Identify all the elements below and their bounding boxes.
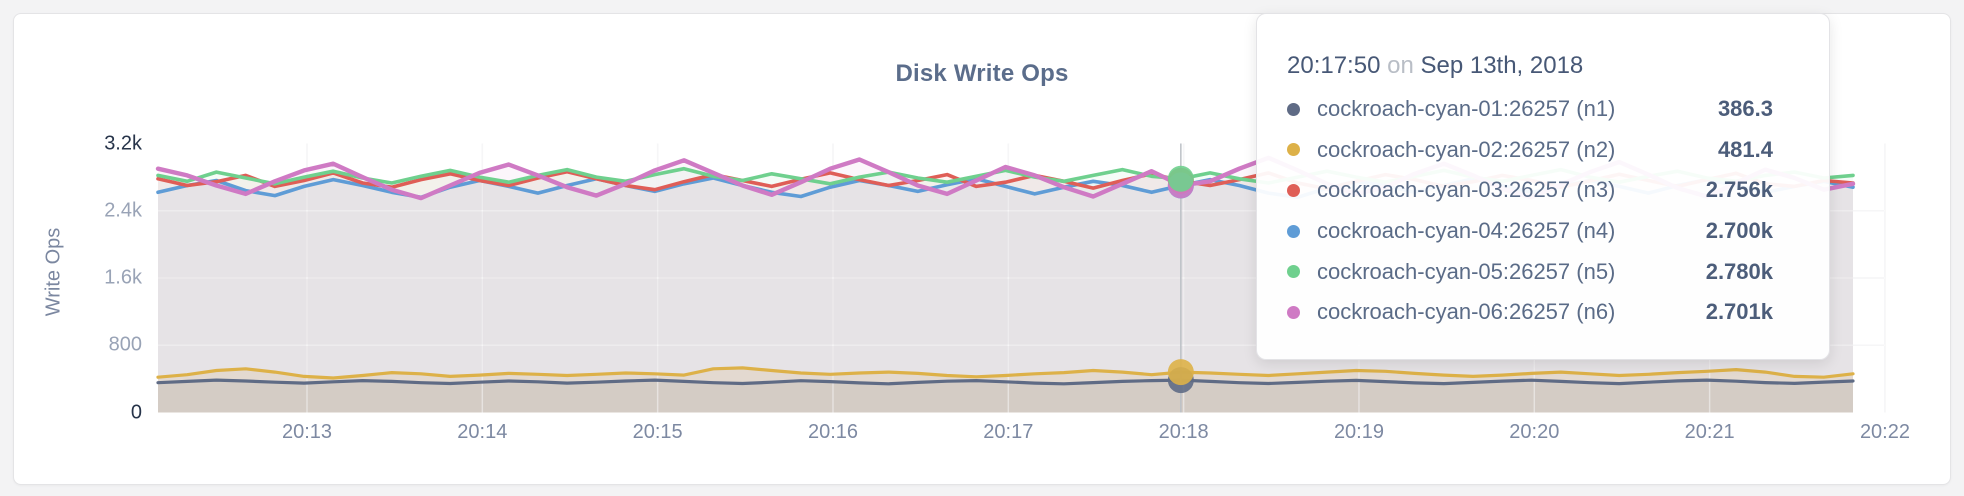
- x-tick-label: 20:13: [281, 421, 333, 443]
- x-tick-label: 20:19: [1333, 421, 1384, 443]
- x-tick-label: 20:16: [807, 421, 859, 443]
- series-fill: [158, 367, 1853, 413]
- series-label: cockroach-cyan-02:26257 (n2): [1317, 136, 1616, 162]
- series-value: 2.700k: [1705, 218, 1773, 244]
- series-value: 2.780k: [1705, 258, 1773, 284]
- tooltip-row: cockroach-cyan-04:26257 (n4) 2.700k: [1287, 211, 1773, 252]
- x-tick-label: 20:15: [632, 421, 683, 443]
- x-tick-label: 20:14: [457, 421, 508, 443]
- series-line: [156, 366, 1855, 380]
- chart-title: Disk Write Ops: [895, 60, 1069, 87]
- series-label: cockroach-cyan-06:26257 (n6): [1317, 299, 1616, 325]
- series-label: cockroach-cyan-05:26257 (n5): [1317, 258, 1616, 284]
- series-value: 2.756k: [1705, 177, 1773, 203]
- series-value: 2.701k: [1705, 299, 1773, 325]
- tooltip-on-word: on: [1387, 52, 1414, 79]
- y-tick-label: 800: [108, 333, 142, 356]
- series-line: [156, 378, 1855, 386]
- series-value: 386.3: [1717, 96, 1773, 122]
- tooltip-row: cockroach-cyan-02:26257 (n2) 481.4: [1287, 130, 1773, 171]
- series-color-dot: [1287, 183, 1300, 197]
- x-tick-label: 20:18: [1158, 421, 1209, 443]
- series-value: 481.4: [1717, 136, 1773, 162]
- series-fill: [158, 380, 1853, 413]
- series-label: cockroach-cyan-03:26257 (n3): [1317, 177, 1616, 203]
- hover-tooltip: 20:17:50 on Sep 13th, 2018 cockroach-cya…: [1256, 13, 1830, 360]
- y-tick-label: 1.6k: [104, 266, 142, 289]
- tooltip-date: Sep 13th, 2018: [1420, 52, 1584, 79]
- hover-dot: [1167, 165, 1194, 192]
- tooltip-row: cockroach-cyan-06:26257 (n6) 2.701k: [1287, 292, 1773, 333]
- x-tick-label: 20:21: [1684, 421, 1735, 443]
- x-tick-label: 20:20: [1509, 421, 1560, 443]
- series-color-dot: [1287, 265, 1300, 279]
- series-color-dot: [1287, 224, 1300, 238]
- hover-dot: [1167, 359, 1194, 386]
- x-tick-label: 20:17: [983, 421, 1034, 443]
- series-color-dot: [1287, 102, 1300, 116]
- tooltip-row: cockroach-cyan-01:26257 (n1) 386.3: [1287, 89, 1773, 130]
- tooltip-header: 20:17:50 on Sep 13th, 2018: [1287, 51, 1773, 81]
- series-color-dot: [1287, 143, 1300, 157]
- tooltip-row: cockroach-cyan-05:26257 (n5) 2.780k: [1287, 251, 1773, 292]
- series-label: cockroach-cyan-01:26257 (n1): [1317, 96, 1616, 122]
- x-tick-label: 20:22: [1859, 421, 1910, 443]
- tooltip-row: cockroach-cyan-03:26257 (n3) 2.756k: [1287, 170, 1773, 211]
- tooltip-time: 20:17:50: [1287, 52, 1381, 79]
- y-tick-label: 0: [130, 401, 142, 423]
- series-color-dot: [1287, 305, 1300, 319]
- y-tick-label: 3.2k: [104, 132, 142, 154]
- y-tick-label: 2.4k: [104, 199, 142, 222]
- series-label: cockroach-cyan-04:26257 (n4): [1317, 218, 1616, 244]
- y-axis-title: Write Ops: [42, 227, 65, 317]
